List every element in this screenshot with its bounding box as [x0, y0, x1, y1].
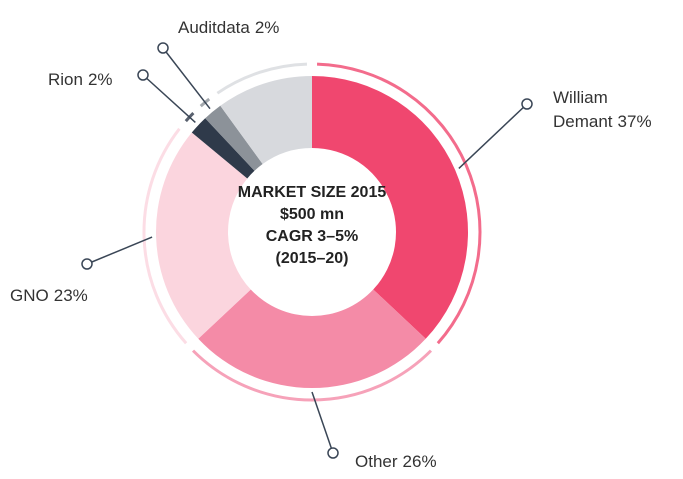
segment-label: Other 26% — [355, 450, 475, 474]
segment-label: Auditdata 2% — [178, 16, 308, 40]
center-line: MARKET SIZE 2015 — [237, 184, 387, 201]
value-label: 2% — [254, 18, 280, 37]
donut-segment — [312, 76, 468, 339]
center-line: (2015–20) — [275, 250, 349, 267]
outer-ring — [142, 127, 188, 345]
leader-dot — [157, 42, 169, 54]
value-label: 2% — [87, 70, 113, 89]
leader-dot — [81, 258, 93, 270]
category: Other — [355, 452, 398, 471]
category: GNO — [10, 286, 49, 305]
value-label: 37% — [617, 112, 652, 131]
leader-line — [311, 391, 334, 454]
category: Rion — [48, 70, 83, 89]
value-label: 23% — [53, 286, 88, 305]
leader-line — [458, 103, 528, 170]
outer-ring — [316, 62, 482, 345]
leader-dot — [327, 447, 339, 459]
leader-line — [86, 236, 153, 265]
donut-segment — [220, 76, 312, 165]
leader-line — [142, 74, 196, 124]
outer-ring — [216, 62, 308, 95]
category: Auditdata — [178, 18, 250, 37]
outer-ring — [191, 349, 433, 402]
leader-line — [162, 47, 211, 110]
donut-segment — [205, 105, 263, 171]
donut-segment — [198, 289, 426, 388]
center-line: $500 mn — [279, 206, 345, 223]
donut-segment — [191, 118, 255, 179]
segment-label: GNO 23% — [10, 284, 110, 308]
category: William Demant — [553, 88, 613, 131]
leader-dot — [137, 69, 149, 81]
segment-label: Rion 2% — [48, 68, 138, 92]
segment-label: William Demant 37% — [553, 86, 663, 134]
value-label: 26% — [402, 452, 437, 471]
center-line: CAGR 3–5% — [265, 228, 359, 245]
donut-segment — [156, 132, 251, 339]
leader-dot — [521, 98, 533, 110]
center-text: MARKET SIZE 2015 $500 mn CAGR 3–5% (2015… — [212, 182, 412, 270]
